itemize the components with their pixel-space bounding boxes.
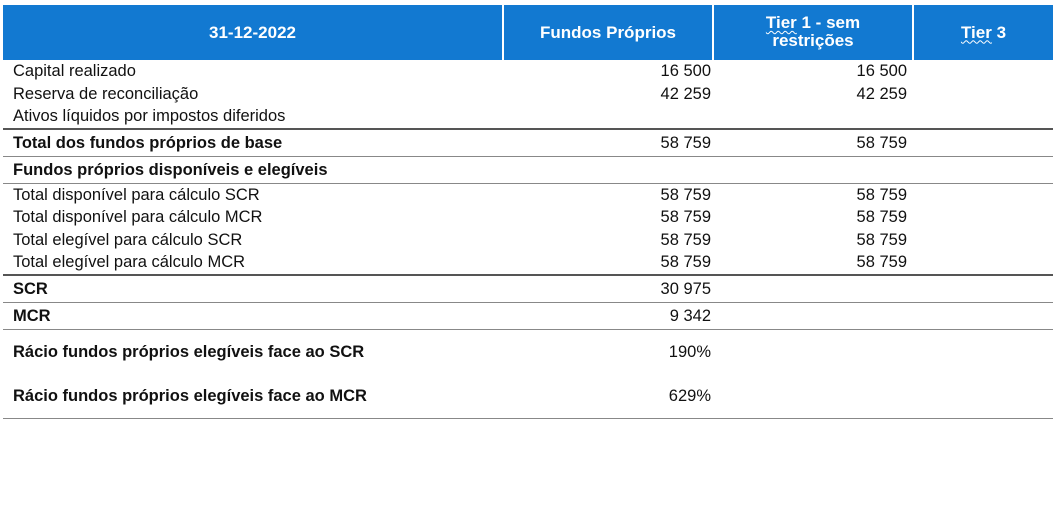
cell-tier3 <box>913 83 1053 106</box>
cell-fundos: 42 259 <box>660 84 711 103</box>
cell-tier1: 58 759 <box>856 253 907 272</box>
cell-fundos: 58 759 <box>660 230 711 249</box>
cell-tier3 <box>913 182 1053 206</box>
header-fundos-proprios: Fundos Próprios <box>503 5 714 60</box>
own-funds-table: 31-12-2022 Fundos Próprios Tier 1 - sem … <box>3 5 1053 419</box>
cell-tier1 <box>713 155 913 183</box>
table-row-mcr: MCR 9 342 <box>3 301 1053 329</box>
cell-tier1 <box>713 373 913 419</box>
cell-fundos: 58 759 <box>503 127 713 156</box>
table-row: Total disponível para cálculo MCR 58 759… <box>3 206 1053 229</box>
cell-tier3 <box>913 301 1053 329</box>
table-row: Total disponível para cálculo SCR 58 759… <box>3 182 1053 206</box>
row-label: Total disponível para cálculo SCR <box>3 182 503 206</box>
row-label: Total dos fundos próprios de base <box>3 127 503 156</box>
cell-tier3 <box>913 273 1053 302</box>
cell-tier3 <box>913 105 1053 129</box>
cell-tier1 <box>713 301 913 329</box>
cell-tier3 <box>913 373 1053 419</box>
table-row: Total elegível para cálculo SCR 58 759 5… <box>3 229 1053 252</box>
cell-tier1: 42 259 <box>856 84 907 103</box>
row-label: Total disponível para cálculo MCR <box>13 208 263 227</box>
row-label: SCR <box>3 273 503 302</box>
cell-fundos: 16 500 <box>660 62 711 81</box>
table-row: Total elegível para cálculo MCR 58 759 5… <box>3 251 1053 275</box>
cell-tier1 <box>713 273 913 302</box>
cell-tier3 <box>913 328 1053 374</box>
cell-tier1 <box>713 105 913 129</box>
cell-fundos <box>503 105 713 129</box>
cell-tier3 <box>913 251 1053 275</box>
table-row: Reserva de reconciliação 42 259 42 259 <box>3 83 1053 106</box>
cell-fundos: 58 759 <box>660 253 711 272</box>
row-label: Rácio fundos próprios elegíveis face ao … <box>3 373 503 419</box>
row-label: Total elegível para cálculo MCR <box>13 253 246 272</box>
cell-tier1 <box>713 328 913 374</box>
cell-fundos: 9 342 <box>503 301 713 329</box>
cell-fundos: 58 759 <box>503 182 713 206</box>
header-tier1-label: Tier 1 - sem restrições <box>765 13 861 50</box>
table-header-row: 31-12-2022 Fundos Próprios Tier 1 - sem … <box>3 5 1053 60</box>
spellcheck-word: Tier <box>765 13 797 32</box>
row-label: Rácio fundos próprios elegíveis face ao … <box>3 328 503 374</box>
header-tier3: Tier 3 <box>913 5 1053 60</box>
cell-tier3 <box>913 229 1053 252</box>
spellcheck-word: Tier <box>960 22 992 42</box>
table-row-ratio-scr: Rácio fundos próprios elegíveis face ao … <box>3 328 1053 374</box>
cell-fundos <box>503 155 713 183</box>
cell-tier1: 58 759 <box>713 127 913 156</box>
row-label: Ativos líquidos por impostos diferidos <box>13 107 286 126</box>
cell-fundos: 58 759 <box>660 208 711 227</box>
cell-tier1: 58 759 <box>856 208 907 227</box>
cell-fundos: 30 975 <box>503 273 713 302</box>
table-row-ratio-mcr: Rácio fundos próprios elegíveis face ao … <box>3 373 1053 419</box>
cell-tier1: 16 500 <box>856 62 907 81</box>
table-row-section: Fundos próprios disponíveis e elegíveis <box>3 155 1053 183</box>
row-label: Capital realizado <box>13 62 136 81</box>
table-row: Ativos líquidos por impostos diferidos <box>3 105 1053 129</box>
cell-tier1: 58 759 <box>713 182 913 206</box>
cell-tier3 <box>913 206 1053 229</box>
row-label: Total elegível para cálculo SCR <box>13 230 243 249</box>
table-row: Capital realizado 16 500 16 500 <box>3 60 1053 83</box>
header-tier3-label: Tier 3 <box>960 22 1007 42</box>
header-date: 31-12-2022 <box>3 5 504 60</box>
cell-tier3 <box>913 155 1053 183</box>
row-label: Reserva de reconciliação <box>13 84 199 103</box>
row-label: Fundos próprios disponíveis e elegíveis <box>3 155 503 183</box>
cell-fundos: 190% <box>503 328 713 374</box>
cell-fundos: 629% <box>503 373 713 419</box>
table-row-total: Total dos fundos próprios de base 58 759… <box>3 127 1053 156</box>
cell-tier3 <box>913 60 1053 83</box>
cell-tier1: 58 759 <box>856 230 907 249</box>
table-row-scr: SCR 30 975 <box>3 273 1053 302</box>
cell-tier3 <box>913 127 1053 156</box>
header-tier1: Tier 1 - sem restrições <box>713 5 914 60</box>
row-label: MCR <box>3 301 503 329</box>
